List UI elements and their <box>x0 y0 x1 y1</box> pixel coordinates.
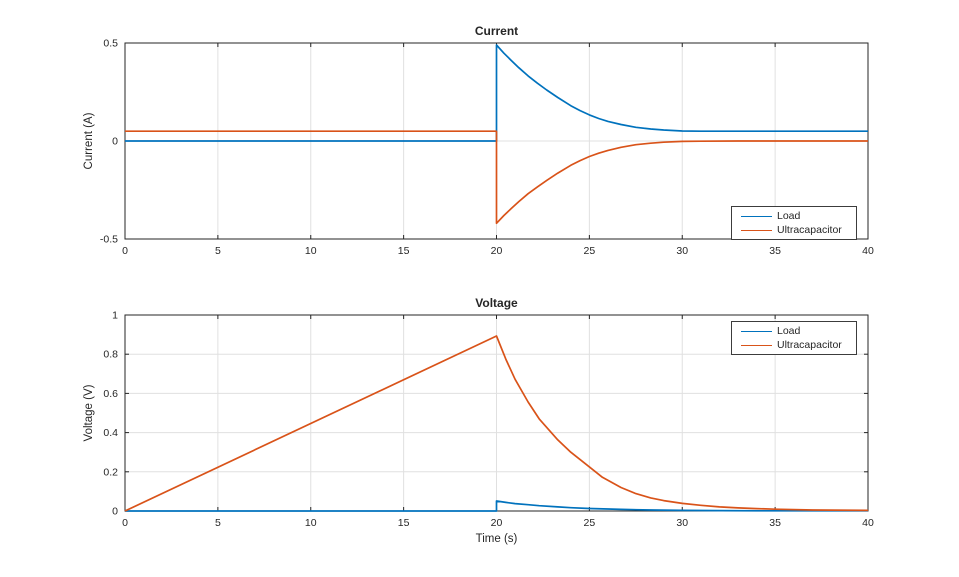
chart1-y-axis-label: Current (A) <box>83 112 95 170</box>
legend-label-load[interactable]: Load <box>777 210 801 222</box>
x-tick-label: 15 <box>398 517 410 529</box>
legend-entry-load[interactable]: Load <box>732 324 856 338</box>
chart1-title: Current <box>474 24 519 38</box>
x-tick-label: 40 <box>862 517 874 529</box>
x-tick-label: 25 <box>584 245 596 257</box>
legend-label-ultracapacitor[interactable]: Ultracapacitor <box>777 339 842 351</box>
x-tick-label: 20 <box>491 245 503 257</box>
legend-line-ultracapacitor-icon <box>741 344 772 346</box>
y-tick-label: 0.8 <box>103 349 118 361</box>
legend-label-ultracapacitor[interactable]: Ultracapacitor <box>777 224 842 236</box>
x-tick-label: 5 <box>215 245 221 257</box>
y-tick-label: 0.2 <box>103 466 118 478</box>
x-tick-label: 0 <box>122 245 128 257</box>
chart2-y-axis-label: Voltage (V) <box>83 384 95 442</box>
x-tick-label: 0 <box>122 517 128 529</box>
x-tick-label: 30 <box>676 517 688 529</box>
legend-line-load-icon <box>741 215 772 217</box>
series-line-ultracapacitor[interactable] <box>125 130 868 225</box>
legend-entry-ultracapacitor[interactable]: Ultracapacitor <box>732 223 856 237</box>
y-tick-label: 1 <box>112 310 118 322</box>
x-tick-label: 20 <box>491 517 503 529</box>
legend-label-load[interactable]: Load <box>777 325 801 337</box>
chart2-legend[interactable]: Load Ultracapacitor <box>731 321 857 355</box>
chart2-x-axis-label: Time (s) <box>475 533 518 545</box>
chart2-title: Voltage <box>475 296 518 310</box>
x-tick-label: 5 <box>215 517 221 529</box>
series-line-ultracapacitor[interactable] <box>124 335 869 512</box>
y-tick-label: 0.5 <box>103 38 118 50</box>
y-tick-label: 0 <box>112 506 118 518</box>
x-tick-label: 15 <box>398 245 410 257</box>
x-tick-label: 35 <box>769 245 781 257</box>
chart1-legend[interactable]: Load Ultracapacitor <box>731 206 857 240</box>
x-tick-label: 25 <box>584 517 596 529</box>
x-tick-label: 30 <box>676 245 688 257</box>
series-line-load[interactable] <box>125 44 868 142</box>
x-tick-label: 35 <box>769 517 781 529</box>
y-tick-label: 0.4 <box>103 427 118 439</box>
y-tick-label: 0 <box>112 136 118 148</box>
legend-entry-load[interactable]: Load <box>732 209 856 223</box>
legend-line-load-icon <box>741 330 772 332</box>
x-tick-label: 40 <box>862 245 874 257</box>
x-tick-label: 10 <box>305 517 317 529</box>
y-tick-label: 0.6 <box>103 388 118 400</box>
legend-entry-ultracapacitor[interactable]: Ultracapacitor <box>732 338 856 352</box>
y-tick-label: -0.5 <box>100 234 118 246</box>
legend-line-ultracapacitor-icon <box>741 229 772 231</box>
series-line-load[interactable] <box>125 500 868 512</box>
x-tick-label: 10 <box>305 245 317 257</box>
